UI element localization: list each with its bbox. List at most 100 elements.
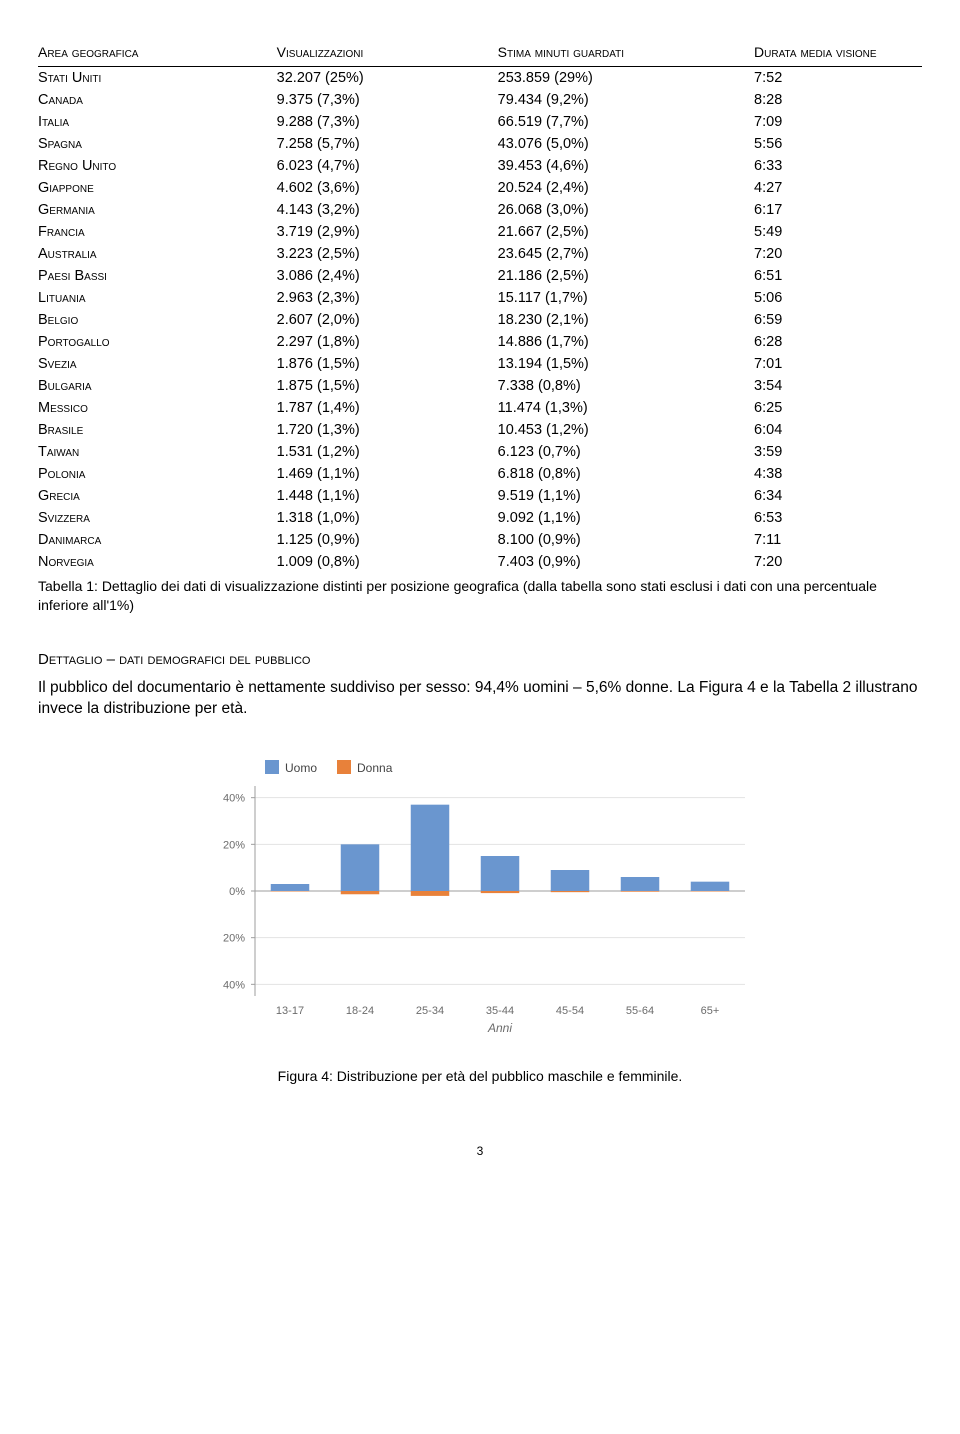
table-cell: 6:51 [754, 265, 922, 287]
table-header: Area geografica [38, 40, 277, 67]
body-paragraph: Il pubblico del documentario è nettament… [38, 678, 922, 720]
table-cell: 79.434 (9,2%) [498, 89, 754, 111]
table-header: Stima minuti guardati [498, 40, 754, 67]
table-cell: 5:06 [754, 287, 922, 309]
table-cell: 6:34 [754, 485, 922, 507]
table-cell: 4:38 [754, 463, 922, 485]
table-cell: 32.207 (25%) [277, 67, 498, 90]
table-cell: 18.230 (2,1%) [498, 309, 754, 331]
svg-text:40%: 40% [223, 979, 245, 991]
table-row: Bulgaria1.875 (1,5%)7.338 (0,8%)3:54 [38, 375, 922, 397]
table-cell: 3.719 (2,9%) [277, 221, 498, 243]
table-cell: 5:56 [754, 133, 922, 155]
table-cell: 3:54 [754, 375, 922, 397]
table-cell: 66.519 (7,7%) [498, 111, 754, 133]
table-row: Grecia1.448 (1,1%)9.519 (1,1%)6:34 [38, 485, 922, 507]
table-cell: 3.086 (2,4%) [277, 265, 498, 287]
table-cell: 21.667 (2,5%) [498, 221, 754, 243]
table-cell: Belgio [38, 309, 277, 331]
table-cell: 7:52 [754, 67, 922, 90]
table-cell: 2.607 (2,0%) [277, 309, 498, 331]
table-cell: 6:25 [754, 397, 922, 419]
table-cell: 9.519 (1,1%) [498, 485, 754, 507]
section-heading: Dettaglio – dati demografici del pubblic… [38, 651, 922, 668]
table-cell: 6:33 [754, 155, 922, 177]
geography-table: Area geograficaVisualizzazioniStima minu… [38, 40, 922, 573]
table-cell: 1.720 (1,3%) [277, 419, 498, 441]
table-cell: 20.524 (2,4%) [498, 177, 754, 199]
table-cell: 13.194 (1,5%) [498, 353, 754, 375]
table-row: Danimarca1.125 (0,9%)8.100 (0,9%)7:11 [38, 529, 922, 551]
table-row: Portogallo2.297 (1,8%)14.886 (1,7%)6:28 [38, 331, 922, 353]
table-cell: 9.092 (1,1%) [498, 507, 754, 529]
figure-caption: Figura 4: Distribuzione per età del pubb… [38, 1068, 922, 1084]
table-cell: Messico [38, 397, 277, 419]
table-row: Lituania2.963 (2,3%)15.117 (1,7%)5:06 [38, 287, 922, 309]
table-cell: 1.875 (1,5%) [277, 375, 498, 397]
table-row: Paesi Bassi3.086 (2,4%)21.186 (2,5%)6:51 [38, 265, 922, 287]
table-cell: 14.886 (1,7%) [498, 331, 754, 353]
table-cell: 6:17 [754, 199, 922, 221]
svg-text:55-64: 55-64 [626, 1005, 654, 1017]
table-cell: 15.117 (1,7%) [498, 287, 754, 309]
page-number: 3 [38, 1144, 922, 1158]
table-row: Stati Uniti32.207 (25%)253.859 (29%)7:52 [38, 67, 922, 90]
table-cell: 3:59 [754, 441, 922, 463]
svg-text:Anni: Anni [487, 1021, 512, 1035]
table-cell: 11.474 (1,3%) [498, 397, 754, 419]
table-cell: 6.023 (4,7%) [277, 155, 498, 177]
table-cell: Lituania [38, 287, 277, 309]
table-cell: Paesi Bassi [38, 265, 277, 287]
table-cell: Regno Unito [38, 155, 277, 177]
table-cell: Giappone [38, 177, 277, 199]
table-cell: Norvegia [38, 551, 277, 573]
svg-text:Uomo: Uomo [285, 761, 317, 775]
table-header: Durata media visione [754, 40, 922, 67]
table-cell: Danimarca [38, 529, 277, 551]
table-cell: 1.009 (0,8%) [277, 551, 498, 573]
table-cell: Germania [38, 199, 277, 221]
table-cell: Grecia [38, 485, 277, 507]
table-cell: 39.453 (4,6%) [498, 155, 754, 177]
table-cell: 7:09 [754, 111, 922, 133]
table-cell: 7:20 [754, 551, 922, 573]
table-cell: 21.186 (2,5%) [498, 265, 754, 287]
table-cell: 253.859 (29%) [498, 67, 754, 90]
table-cell: Canada [38, 89, 277, 111]
table-row: Taiwan1.531 (1,2%)6.123 (0,7%)3:59 [38, 441, 922, 463]
table-caption: Tabella 1: Dettaglio dei dati di visuali… [38, 577, 922, 615]
table-cell: Taiwan [38, 441, 277, 463]
table-cell: 1.531 (1,2%) [277, 441, 498, 463]
table-cell: Polonia [38, 463, 277, 485]
table-cell: Stati Uniti [38, 67, 277, 90]
table-cell: 1.448 (1,1%) [277, 485, 498, 507]
table-cell: 1.876 (1,5%) [277, 353, 498, 375]
table-row: Germania4.143 (3,2%)26.068 (3,0%)6:17 [38, 199, 922, 221]
svg-text:35-44: 35-44 [486, 1005, 514, 1017]
table-row: Svezia1.876 (1,5%)13.194 (1,5%)7:01 [38, 353, 922, 375]
table-cell: 6.123 (0,7%) [498, 441, 754, 463]
svg-text:20%: 20% [223, 839, 245, 851]
table-cell: 8:28 [754, 89, 922, 111]
table-cell: 3.223 (2,5%) [277, 243, 498, 265]
table-row: Italia9.288 (7,3%)66.519 (7,7%)7:09 [38, 111, 922, 133]
svg-text:18-24: 18-24 [346, 1005, 374, 1017]
table-cell: 1.125 (0,9%) [277, 529, 498, 551]
table-row: Norvegia1.009 (0,8%)7.403 (0,9%)7:20 [38, 551, 922, 573]
table-cell: 1.469 (1,1%) [277, 463, 498, 485]
svg-text:40%: 40% [223, 792, 245, 804]
table-cell: 4.602 (3,6%) [277, 177, 498, 199]
table-cell: 6:59 [754, 309, 922, 331]
table-cell: 6:28 [754, 331, 922, 353]
table-cell: Svezia [38, 353, 277, 375]
table-cell: 4.143 (3,2%) [277, 199, 498, 221]
table-cell: Australia [38, 243, 277, 265]
table-cell: Italia [38, 111, 277, 133]
svg-text:45-54: 45-54 [556, 1005, 584, 1017]
svg-text:65+: 65+ [701, 1005, 720, 1017]
table-row: Australia3.223 (2,5%)23.645 (2,7%)7:20 [38, 243, 922, 265]
table-cell: 43.076 (5,0%) [498, 133, 754, 155]
table-cell: 2.963 (2,3%) [277, 287, 498, 309]
table-row: Regno Unito6.023 (4,7%)39.453 (4,6%)6:33 [38, 155, 922, 177]
table-cell: 7.258 (5,7%) [277, 133, 498, 155]
